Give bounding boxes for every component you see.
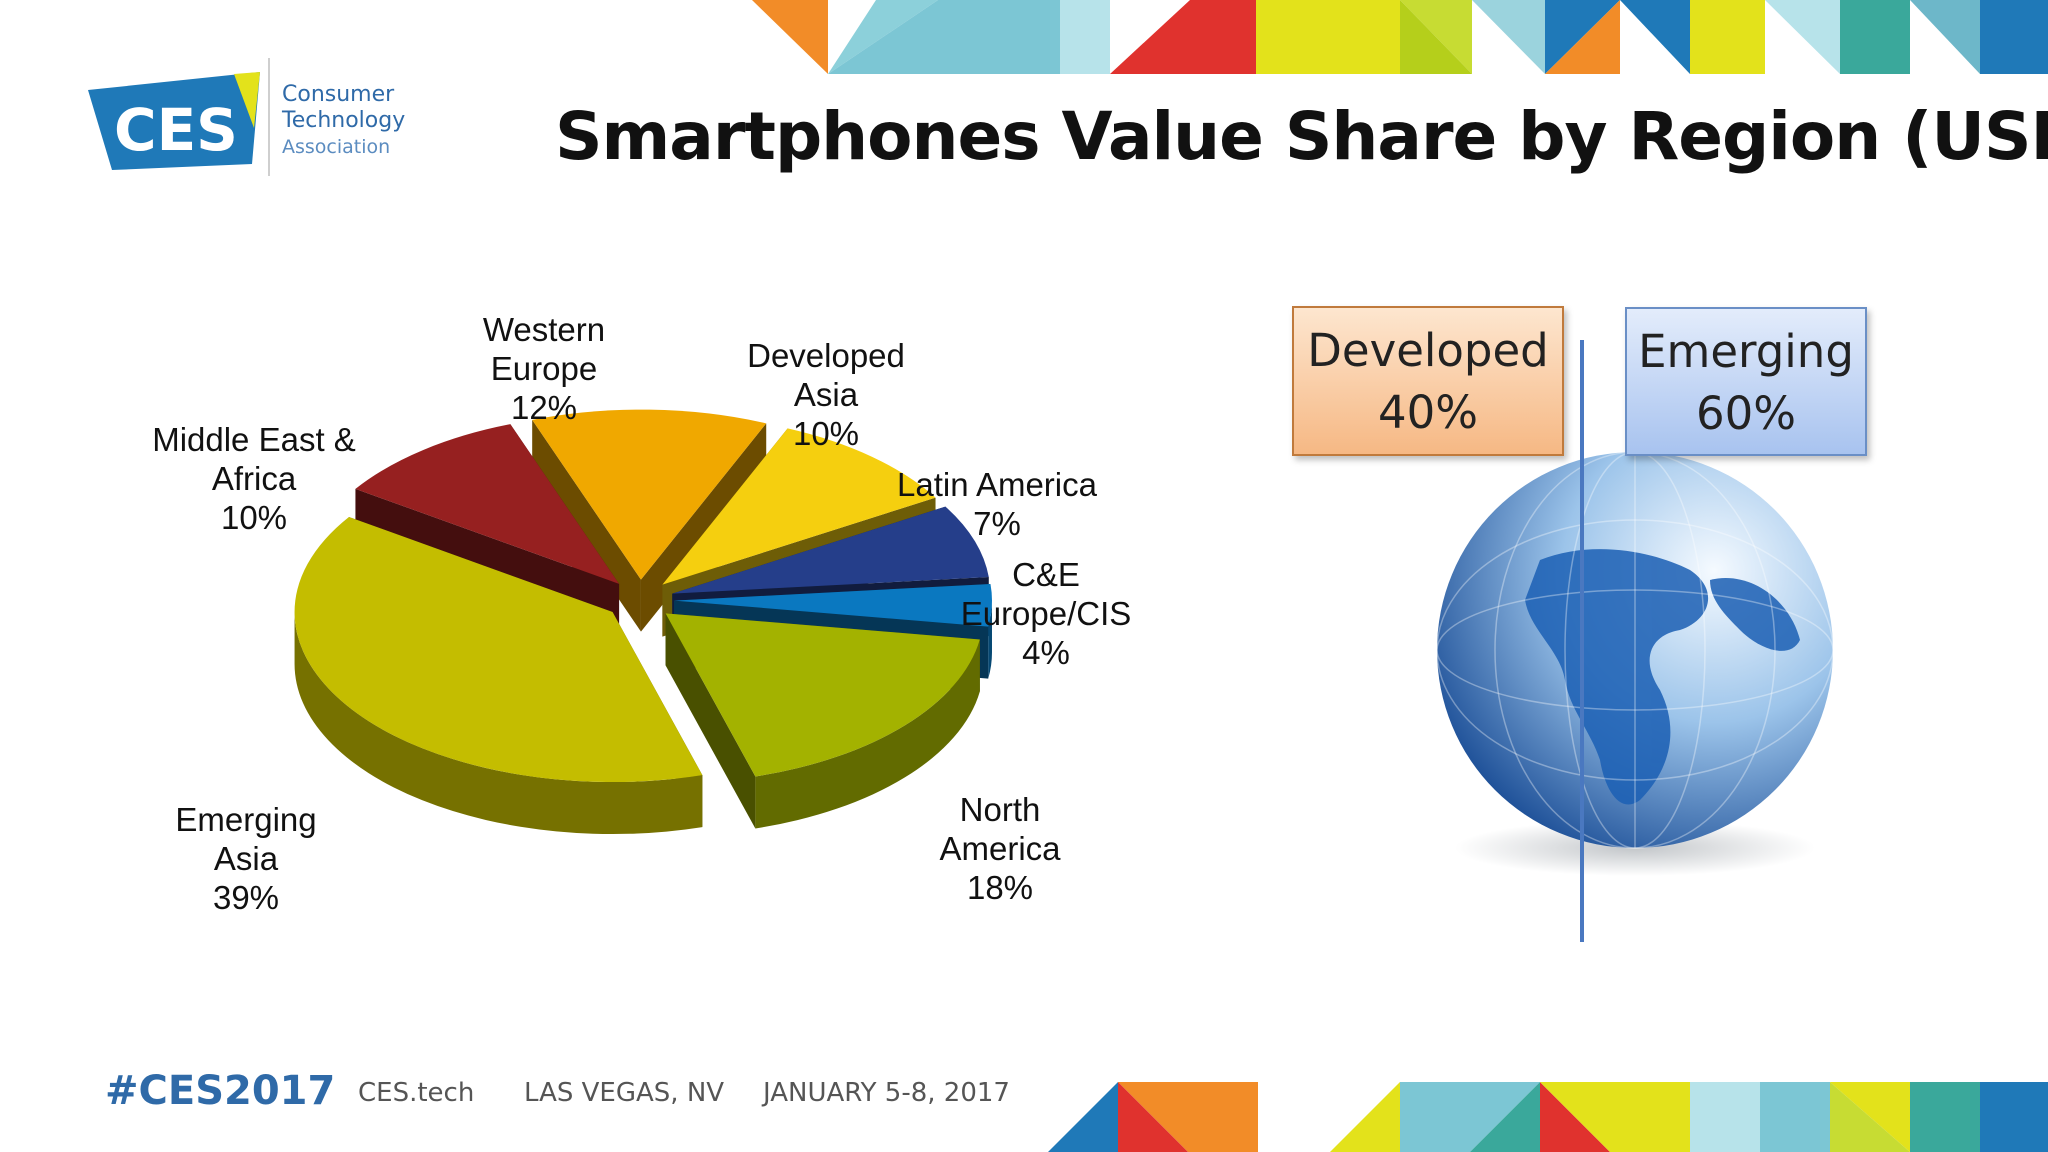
top-banner xyxy=(752,0,2048,74)
slice-label-ce-europe-cis: C&E Europe/CIS 4% xyxy=(960,556,1132,671)
logo-line: Association xyxy=(282,136,391,158)
slice-label-latin-america: Latin America 7% xyxy=(897,466,1097,542)
logo-line: Technology xyxy=(282,108,406,133)
footer-site: CES.tech xyxy=(358,1078,475,1108)
developed-emerging-divider xyxy=(1580,340,1584,942)
bottom-banner xyxy=(1048,1082,2048,1152)
emerging-share-box: Emerging 60% xyxy=(1625,307,1867,456)
slice-label-developed-asia: Developed Asia 10% xyxy=(747,337,905,452)
pie-slice-emerging-asia xyxy=(294,516,703,835)
footer-location: LAS VEGAS, NV xyxy=(524,1078,725,1108)
developed-share-box: Developed 40% xyxy=(1292,306,1564,456)
pie-slice-north-america xyxy=(665,613,980,829)
globe-icon xyxy=(1436,451,1834,876)
emerging-value: 60% xyxy=(1695,387,1797,440)
emerging-label: Emerging xyxy=(1638,325,1854,378)
slice-label-western-europe: Western Europe 12% xyxy=(482,311,606,426)
logo-divider xyxy=(268,58,270,176)
slice-label-north-america: North America 18% xyxy=(939,791,1061,906)
logo-line: Consumer xyxy=(282,82,395,107)
page-title: Smartphones Value Share by Region (USD) xyxy=(555,98,2048,175)
slice-label-middle-east-africa: Middle East & Africa 10% xyxy=(152,421,356,536)
developed-label: Developed xyxy=(1307,324,1549,377)
logo-mark-text: CES xyxy=(114,96,238,164)
footer-hashtag: #CES2017 xyxy=(105,1068,336,1114)
slice-label-emerging-asia: Emerging Asia 39% xyxy=(175,801,317,916)
footer-dates: JANUARY 5-8, 2017 xyxy=(763,1078,1010,1108)
ces-logo: CES xyxy=(88,72,260,170)
logo-wordmark: Consumer Technology Association xyxy=(282,82,405,160)
developed-value: 40% xyxy=(1377,386,1479,439)
